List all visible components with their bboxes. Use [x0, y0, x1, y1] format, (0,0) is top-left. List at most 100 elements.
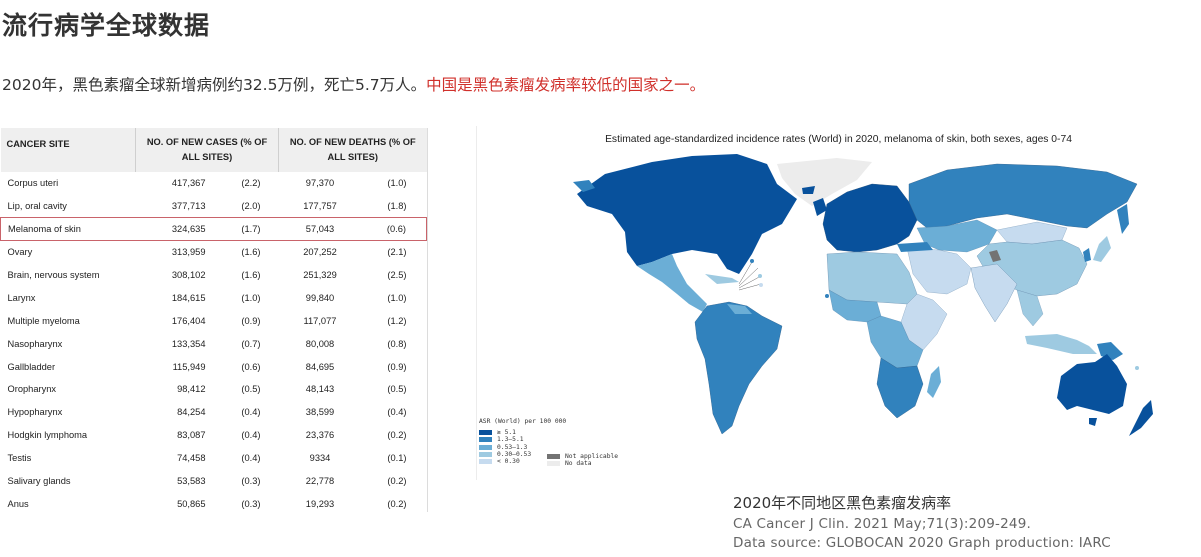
cell-new-cases: 74,458	[177, 453, 206, 464]
cell-new-deaths-pct: (1.2)	[387, 315, 407, 326]
caption-citation: CA Cancer J Clin. 2021 May;71(3):209-249…	[733, 516, 1031, 532]
cell-new-cases-pct: (1.0)	[241, 292, 261, 303]
cell-new-cases: 50,865	[177, 498, 206, 509]
cell-new-cases-pct: (0.4)	[241, 430, 261, 441]
region-turkey	[897, 242, 933, 252]
cell-new-cases-pct: (2.2)	[241, 178, 261, 189]
region-korea	[1083, 248, 1091, 262]
table-body: Corpus uteri 417,367 (2.2) 97,370 (1.0) Lip, …	[0, 172, 427, 515]
legend-swatch-icon	[547, 454, 560, 460]
cell-new-cases-pct: (0.7)	[241, 338, 261, 349]
cell-new-deaths: 251,329	[303, 270, 337, 280]
cell-new-deaths-pct: (0.5)	[387, 384, 407, 395]
cell-new-deaths: 207,252	[303, 247, 337, 258]
region-middle-east	[906, 247, 972, 295]
legend-label: No data	[565, 460, 592, 468]
table-row: Larynx 184,615 (1.0) 99,840 (1.0)	[1, 286, 427, 309]
table-row: Melanoma of skin 324,635 (1.7) 57,043 (0.6)	[0, 217, 427, 242]
region-russia	[908, 163, 1138, 229]
region-kamchatka	[1117, 204, 1129, 234]
world-choropleth-map	[573, 154, 1153, 436]
cell-new-deaths-pct: (2.1)	[387, 247, 407, 258]
legend-swatch-icon	[479, 452, 492, 458]
legend-item: Not applicable	[547, 453, 618, 460]
cell-new-cases-pct: (0.4)	[241, 453, 261, 464]
cell-new-cases: 115,949	[172, 361, 206, 372]
cell-new-deaths: 9334	[309, 453, 331, 464]
legend-item: < 0.30	[479, 458, 566, 465]
region-greenland	[777, 158, 872, 206]
region-europe	[822, 183, 918, 253]
legend-label: ≥ 5.1	[497, 429, 516, 437]
cell-new-cases-pct: (0.5)	[241, 384, 261, 395]
table-row: Salivary glands 53,583 (0.3) 22,778 (0.2)	[1, 470, 427, 493]
cell-cancer-site: Melanoma of skin	[0, 217, 136, 242]
legend-swatch-icon	[479, 459, 492, 465]
cell-new-cases-pct: (0.3)	[241, 498, 261, 509]
table-row: Hodgkin lymphoma 83,087 (0.4) 23,376 (0.2)	[1, 424, 427, 447]
cell-cancer-site: Lip, oral cavity	[7, 201, 67, 212]
region-alaska-islands	[573, 180, 595, 192]
region-australia	[1057, 354, 1127, 414]
cell-new-deaths-pct: (0.9)	[387, 361, 407, 372]
table-row: Lip, oral cavity 377,713 (2.0) 177,757 (1.8)	[1, 195, 427, 218]
cell-new-deaths-pct: (0.2)	[387, 430, 407, 441]
cell-new-cases-pct: (1.7)	[205, 217, 279, 242]
legend-label: 1.3–5.1	[497, 436, 524, 444]
cell-cancer-site: Larynx	[7, 292, 36, 303]
cell-new-deaths: 57,043	[278, 217, 354, 242]
cell-cancer-site: Brain, nervous system	[7, 270, 100, 280]
legend-item: ≥ 5.1	[479, 429, 566, 436]
region-north-africa	[826, 251, 918, 305]
legend-swatch-icon	[547, 461, 560, 467]
cell-new-deaths: 22,778	[305, 476, 335, 487]
cell-new-cases: 133,354	[171, 338, 206, 349]
cell-cancer-site: Corpus uteri	[7, 178, 59, 189]
table-row: Anus 50,865 (0.3) 19,293 (0.2)	[1, 492, 427, 515]
cell-new-deaths-pct: (0.1)	[387, 453, 407, 464]
region-southern-africa	[876, 357, 924, 419]
legend-swatch-icon	[479, 444, 492, 450]
cell-new-cases-pct: (0.9)	[241, 315, 261, 326]
region-india	[970, 263, 1018, 323]
cell-cancer-site: Ovary	[7, 247, 33, 258]
cell-new-deaths: 84,695	[305, 361, 335, 372]
legend-label: 0.30–0.53	[497, 451, 532, 459]
cell-new-cases-pct: (2.0)	[241, 201, 261, 212]
figure-caption: 2020年不同地区黑色素瘤发病率 CA Cancer J Clin. 2021 …	[733, 492, 1111, 551]
cell-new-deaths-pct: (1.0)	[387, 178, 407, 189]
region-papua	[1097, 342, 1123, 360]
region-south-america	[694, 301, 783, 435]
cell-cancer-site: Hypopharynx	[7, 407, 63, 418]
table-row: Nasopharynx 133,354 (0.7) 80,008 (0.8)	[1, 332, 427, 355]
cell-new-cases: 53,583	[177, 476, 206, 487]
cell-new-cases: 184,615	[171, 292, 206, 303]
cell-new-deaths: 117,077	[303, 315, 337, 326]
cell-new-cases-pct: (0.6)	[241, 361, 261, 372]
header-new-deaths: NO. OF NEW DEATHS (% OF ALL SITES)	[278, 128, 427, 172]
cell-new-deaths-pct: (1.0)	[387, 292, 407, 303]
region-mexico	[637, 254, 707, 312]
table-row: Ovary 313,959 (1.6) 207,252 (2.1)	[1, 241, 427, 264]
cell-new-cases: 83,087	[177, 430, 206, 441]
cell-new-cases-pct: (0.3)	[241, 476, 261, 487]
cell-new-deaths: 19,293	[305, 498, 335, 509]
summary-plain: 2020年，黑色素瘤全球新增病例约32.5万例，死亡5.7万人。	[2, 76, 427, 94]
legend-swatch-icon	[479, 437, 492, 443]
cell-new-cases: 377,713	[171, 201, 206, 212]
table-row: Corpus uteri 417,367 (2.2) 97,370 (1.0)	[1, 172, 427, 195]
cell-new-cases: 313,959	[171, 247, 206, 258]
header-new-cases: NO. OF NEW CASES (% OF ALL SITES)	[135, 128, 279, 172]
region-not-applicable	[989, 250, 1001, 262]
region-madagascar	[927, 366, 941, 398]
caption-title: 2020年不同地区黑色素瘤发病率	[733, 494, 952, 512]
map-legend-extra: Not applicable No data	[547, 453, 618, 468]
legend-item: 0.53–1.3	[479, 444, 566, 451]
table-row: Hypopharynx 84,254 (0.4) 38,599 (0.4)	[1, 401, 427, 424]
caption-source: Data source: GLOBOCAN 2020 Graph product…	[733, 535, 1111, 551]
cell-new-cases: 417,367	[171, 178, 206, 189]
cell-new-deaths-pct: (0.8)	[387, 338, 407, 349]
cell-cancer-site: Nasopharynx	[7, 338, 63, 349]
header-cancer-site: CANCER SITE	[0, 128, 136, 172]
region-caribbean	[705, 274, 739, 284]
